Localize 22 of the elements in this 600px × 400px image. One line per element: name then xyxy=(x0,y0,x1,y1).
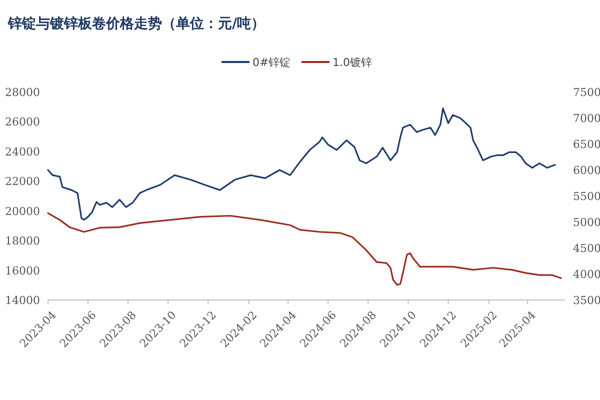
y2-tick-label: 6000 xyxy=(573,164,600,177)
y-tick-label: 22000 xyxy=(5,175,40,188)
y-tick-label: 14000 xyxy=(5,294,40,307)
y2-tick-label: 5500 xyxy=(573,190,600,203)
y-tick-label: 16000 xyxy=(5,264,40,278)
y-tick-label: 18000 xyxy=(5,234,40,248)
y-tick-label: 28000 xyxy=(5,86,40,99)
y2-tick-label: 4000 xyxy=(573,268,600,281)
line-series xyxy=(47,212,562,286)
y2-tick-label: 3500 xyxy=(573,294,600,307)
y2-tick-label: 7500 xyxy=(573,86,600,99)
y-tick-label: 24000 xyxy=(5,145,40,158)
line-series xyxy=(47,108,556,221)
y2-tick-label: 4500 xyxy=(573,242,600,255)
y2-tick-label: 6500 xyxy=(573,138,600,151)
legend-label: 1.0镀锌 xyxy=(332,56,372,69)
y2-tick-label: 5000 xyxy=(573,216,600,229)
chart-title: 锌锭与镀锌板卷价格走势（单位：元/吨） xyxy=(7,15,266,32)
y-tick-label: 26000 xyxy=(5,116,40,129)
y2-tick-label: 7000 xyxy=(573,112,600,125)
y-tick-label: 20000 xyxy=(5,204,40,218)
legend-label: 0#锌锭 xyxy=(252,56,291,69)
